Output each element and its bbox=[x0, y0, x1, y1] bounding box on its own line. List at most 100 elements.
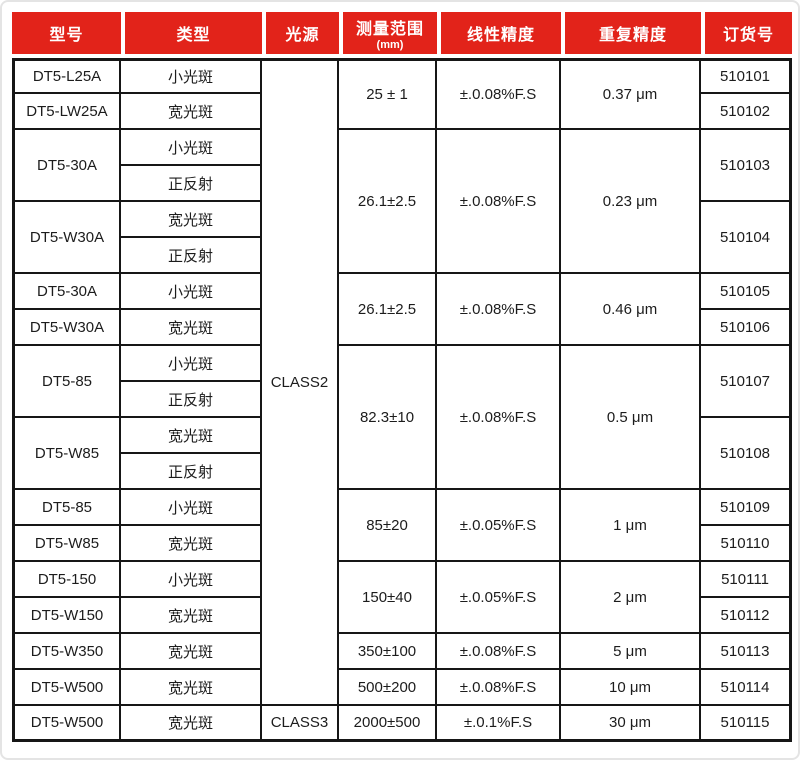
col-header-order-no: 订货号 bbox=[701, 12, 792, 58]
col-header-range-unit: (mm) bbox=[376, 39, 404, 51]
cell-model: DT5-LW25A bbox=[12, 94, 121, 130]
table-row: DT5-W85 宽光斑 510110 bbox=[12, 526, 792, 562]
table-row: DT5-30A 小光斑 26.1±2.5 ±.0.08%F.S 0.23 μm … bbox=[12, 130, 792, 274]
cell-range: 26.1±2.5 bbox=[339, 274, 437, 346]
cell-type: 小光斑 bbox=[121, 490, 262, 526]
table-row: DT5-W150 宽光斑 510112 bbox=[12, 598, 792, 634]
cell-order-no: 510101 bbox=[701, 58, 792, 94]
col-header-type: 类型 bbox=[121, 12, 262, 58]
cell-type: 宽光斑 bbox=[121, 526, 262, 562]
cell-order-no: 510108 bbox=[701, 418, 792, 490]
cell-range: 26.1±2.5 bbox=[339, 130, 437, 274]
cell-repeatability: 0.37 μm bbox=[561, 58, 701, 130]
cell-type: 小光斑 bbox=[121, 274, 262, 310]
cell-model: DT5-W500 bbox=[12, 670, 121, 706]
cell-order-no: 510112 bbox=[701, 598, 792, 634]
cell-model: DT5-30A bbox=[12, 130, 121, 202]
cell-linearity: ±.0.08%F.S bbox=[437, 670, 561, 706]
table-row: 正反射 bbox=[12, 454, 792, 490]
cell-model: DT5-85 bbox=[12, 346, 121, 418]
cell-repeatability: 30 μm bbox=[561, 706, 701, 742]
table-row: DT5-W85 宽光斑 510108 bbox=[12, 418, 792, 490]
cell-order-no: 510105 bbox=[701, 274, 792, 310]
cell-linearity: ±.0.08%F.S bbox=[437, 634, 561, 670]
cell-model: DT5-W30A bbox=[12, 310, 121, 346]
cell-order-no: 510103 bbox=[701, 130, 792, 202]
table-row: DT5-W500 宽光斑 CLASS3 2000±500 ±.0.1%F.S 3… bbox=[12, 706, 792, 742]
cell-light-source: CLASS2 bbox=[262, 58, 339, 706]
cell-linearity: ±.0.08%F.S bbox=[437, 346, 561, 490]
cell-model: DT5-L25A bbox=[12, 58, 121, 94]
cell-type: 小光斑 bbox=[121, 130, 262, 166]
cell-order-no: 510106 bbox=[701, 310, 792, 346]
cell-type: 宽光斑 bbox=[121, 418, 262, 454]
col-header-range-title: 测量范围 bbox=[355, 21, 424, 38]
col-header-model: 型号 bbox=[12, 12, 121, 58]
cell-light-source: CLASS3 bbox=[262, 706, 339, 742]
cell-model: DT5-W500 bbox=[12, 706, 121, 742]
table-row: DT5-L25A 小光斑 CLASS2 25 ± 1 ±.0.08%F.S 0.… bbox=[12, 58, 792, 706]
cell-repeatability: 0.23 μm bbox=[561, 130, 701, 274]
cell-type: 宽光斑 bbox=[121, 670, 262, 706]
cell-range: 85±20 bbox=[339, 490, 437, 562]
table-row: 正反射 bbox=[12, 166, 792, 202]
cell-order-no: 510115 bbox=[701, 706, 792, 742]
cell-type: 宽光斑 bbox=[121, 94, 262, 130]
cell-type: 正反射 bbox=[121, 238, 262, 274]
cell-model: DT5-W85 bbox=[12, 526, 121, 562]
table-row: 正反射 bbox=[12, 238, 792, 274]
table-row: DT5-85 小光斑 85±20 ±.0.05%F.S 1 μm 510109 bbox=[12, 490, 792, 562]
cell-range: 500±200 bbox=[339, 670, 437, 706]
cell-linearity: ±.0.08%F.S bbox=[437, 58, 561, 130]
cell-type: 宽光斑 bbox=[121, 202, 262, 238]
col-header-light-source: 光源 bbox=[262, 12, 339, 58]
col-header-range: 测量范围 (mm) bbox=[339, 12, 437, 58]
cell-order-no: 510102 bbox=[701, 94, 792, 130]
col-header-repeatability: 重复精度 bbox=[561, 12, 701, 58]
table-row: DT5-W30A 宽光斑 510104 bbox=[12, 202, 792, 274]
cell-model: DT5-150 bbox=[12, 562, 121, 598]
cell-type: 宽光斑 bbox=[121, 634, 262, 670]
cell-linearity: ±.0.1%F.S bbox=[437, 706, 561, 742]
cell-linearity: ±.0.08%F.S bbox=[437, 274, 561, 346]
cell-type: 宽光斑 bbox=[121, 310, 262, 346]
cell-linearity: ±.0.05%F.S bbox=[437, 490, 561, 562]
cell-repeatability: 10 μm bbox=[561, 670, 701, 706]
table-row: DT5-W350 宽光斑 350±100 ±.0.08%F.S 5 μm 510… bbox=[12, 634, 792, 670]
cell-model: DT5-W350 bbox=[12, 634, 121, 670]
cell-type: 小光斑 bbox=[121, 58, 262, 94]
spec-table: 型号 类型 光源 测量范围 (mm) 线性精度 重复精度 订货号 DT5-L25… bbox=[12, 12, 792, 742]
cell-repeatability: 2 μm bbox=[561, 562, 701, 634]
col-header-linearity: 线性精度 bbox=[437, 12, 561, 58]
cell-type: 小光斑 bbox=[121, 346, 262, 382]
cell-type: 宽光斑 bbox=[121, 598, 262, 634]
cell-linearity: ±.0.08%F.S bbox=[437, 130, 561, 274]
cell-order-no: 510107 bbox=[701, 346, 792, 418]
cell-type: 正反射 bbox=[121, 454, 262, 490]
table-row: DT5-30A 小光斑 26.1±2.5 ±.0.08%F.S 0.46 μm … bbox=[12, 274, 792, 346]
cell-type: 正反射 bbox=[121, 382, 262, 418]
cell-model: DT5-W30A bbox=[12, 202, 121, 274]
cell-order-no: 510114 bbox=[701, 670, 792, 706]
table-row: DT5-W30A 宽光斑 510106 bbox=[12, 310, 792, 346]
cell-order-no: 510110 bbox=[701, 526, 792, 562]
table-row: DT5-85 小光斑 82.3±10 ±.0.08%F.S 0.5 μm 510… bbox=[12, 346, 792, 490]
cell-model: DT5-30A bbox=[12, 274, 121, 310]
cell-model: DT5-W85 bbox=[12, 418, 121, 490]
cell-range: 350±100 bbox=[339, 634, 437, 670]
cell-repeatability: 5 μm bbox=[561, 634, 701, 670]
cell-type: 小光斑 bbox=[121, 562, 262, 598]
cell-repeatability: 0.5 μm bbox=[561, 346, 701, 490]
table-row: 正反射 bbox=[12, 382, 792, 418]
table-header-row: 型号 类型 光源 测量范围 (mm) 线性精度 重复精度 订货号 bbox=[12, 12, 792, 58]
cell-repeatability: 1 μm bbox=[561, 490, 701, 562]
cell-order-no: 510111 bbox=[701, 562, 792, 598]
cell-type: 正反射 bbox=[121, 166, 262, 202]
cell-linearity: ±.0.05%F.S bbox=[437, 562, 561, 634]
cell-range: 25 ± 1 bbox=[339, 58, 437, 130]
cell-model: DT5-85 bbox=[12, 490, 121, 526]
cell-order-no: 510113 bbox=[701, 634, 792, 670]
cell-type: 宽光斑 bbox=[121, 706, 262, 742]
cell-range: 150±40 bbox=[339, 562, 437, 634]
